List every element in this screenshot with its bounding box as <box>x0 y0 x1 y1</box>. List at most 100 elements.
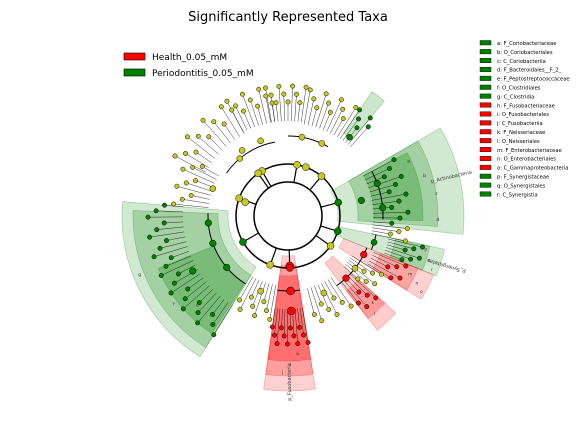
node-leaf-firmicutes <box>157 245 163 251</box>
node-leaf-synerg <box>420 244 425 250</box>
edge-leaf-synerg <box>384 252 402 260</box>
edge-leaf-top-right <box>311 107 317 127</box>
node-leaf-bottom-left-neutral <box>252 313 258 318</box>
node-internal-4 <box>346 133 353 141</box>
node-leaf-neisseria <box>373 295 379 301</box>
taxa-key-legend: a: F_Coriobacteriaceae b: O_Coriobacteria… <box>479 40 570 198</box>
clade-letter-j: j <box>281 370 283 376</box>
node-leaf-top <box>262 85 268 91</box>
node-leaf-entero <box>385 264 391 270</box>
taxa-key-label: m: F_Enterobacteriaceae <box>497 148 562 154</box>
node-leaf-top-right <box>353 104 359 110</box>
node-internal-3 <box>318 140 326 147</box>
node-leaf-actino <box>405 209 411 215</box>
node-leaf-firmicutes <box>182 296 188 302</box>
edge-leaf-top-right <box>319 103 329 129</box>
legend-health-label: Health_0.05_mM <box>152 53 227 63</box>
legend-health-swatch <box>123 52 146 61</box>
clade-letter-m: m <box>408 273 412 278</box>
clade-highlights <box>121 91 465 392</box>
node-leaf-upper-left <box>184 134 190 140</box>
node-leaf-firmicutes <box>210 311 216 317</box>
node-leaf-synerg <box>408 256 414 262</box>
edge-leaf-firmicutes <box>183 285 210 310</box>
edge-leaf-top-right <box>333 118 344 136</box>
clade-letter-c: c <box>435 192 438 197</box>
node-internal-16 <box>257 287 264 295</box>
node-leaf-proteo-neutral <box>370 270 376 276</box>
node-phylum-4 <box>333 227 342 235</box>
edge-leaf-firmicutes <box>149 231 185 238</box>
node-phylum-7 <box>266 261 274 269</box>
edge-leaf-actino <box>369 184 396 193</box>
node-leaf-firmicutes <box>153 208 159 214</box>
taxa-key-label: e: F_Peptostreptococcaceae <box>497 77 570 83</box>
clade-letter-k: k <box>371 300 374 306</box>
highlight-actinobacteria-phylum <box>330 127 465 235</box>
node-leaf-fuso <box>305 339 311 345</box>
node-phylum-8 <box>239 238 247 246</box>
edge-leaf-lower-right-neutral <box>327 279 343 303</box>
taxa-key-swatch <box>479 138 492 144</box>
node-leaf-upper-top-left <box>269 100 275 106</box>
edge-leaf-actino <box>371 193 407 201</box>
node-leaf-fuso <box>288 325 293 331</box>
edge-leaf-upper-left <box>202 120 227 147</box>
edge-leaf-upper-top-left <box>257 106 263 125</box>
edge-leaf-firmicutes <box>159 241 187 249</box>
edge-leaf-upper-left <box>195 151 212 164</box>
taxa-key-swatch <box>479 147 492 153</box>
taxa-key-swatch <box>479 102 492 108</box>
node-leaf-upper-right-green <box>365 124 371 130</box>
taxa-key-label: d: F_Bacteroidales__F_2_ <box>497 68 562 74</box>
clade-letter-d: d <box>436 217 439 223</box>
edge-leaf-upper-top-left <box>250 99 259 126</box>
taxa-key-label: k: F_Neisseriaceae <box>497 130 545 136</box>
node-leaf-top <box>268 92 274 98</box>
edge-leaf-left-neutral <box>192 167 217 180</box>
node-leaf-fuso <box>297 324 302 330</box>
node-internal-15 <box>287 306 296 316</box>
edge-leaf-firmicutes <box>156 226 184 230</box>
clade-letter-o: o <box>420 290 423 295</box>
node-internal-19 <box>204 219 212 227</box>
node-leaf-left-neutral <box>188 192 194 198</box>
node-leaf-upper-left <box>211 119 217 125</box>
node-phylum-6 <box>286 264 294 272</box>
edge-leaf-bottom-left-neutral <box>252 281 263 307</box>
node-leaf-left-neutral <box>180 166 186 172</box>
edge-leaf-firmicutes <box>165 255 191 267</box>
node-leaf-proteo-neutral <box>378 271 384 277</box>
node-leaf-upper-left <box>172 153 178 159</box>
clade-letter-e: e <box>196 304 199 309</box>
edge-leaf-bottom-left-neutral <box>251 279 260 298</box>
node-internal-17 <box>223 263 231 271</box>
edge-leaf-upper-left <box>221 106 240 137</box>
node-leaf-bottom-left-neutral <box>237 306 243 312</box>
edge-leaf-upper-right-green <box>342 118 359 141</box>
edge-leaf-firmicutes <box>212 302 229 325</box>
node-leaf-firmicutes <box>210 322 216 327</box>
node-leaf-upper-top-left <box>256 86 262 92</box>
node-leaf-firmicutes <box>175 271 181 277</box>
edge-leaf-bottom-left-neutral <box>239 276 254 301</box>
edge-leaf-left-neutral <box>186 182 212 192</box>
edge-leaf-neisseria <box>350 273 376 298</box>
node-leaf-top <box>273 100 279 106</box>
tree-nodes <box>145 83 425 347</box>
node-leaf-upper-top-left <box>263 93 269 99</box>
node-leaf-bottom-left-neutral <box>267 316 273 322</box>
node-leaf-top-right <box>311 96 317 102</box>
clade-letter-p: p <box>424 247 427 252</box>
node-leaf-firmicutes <box>158 273 164 278</box>
node-leaf-entero <box>397 275 403 281</box>
edge-leaf-left-neutral <box>202 166 219 177</box>
node-leaf-lower-right-neutral <box>318 301 324 307</box>
node-leaf-synerg <box>402 247 408 253</box>
node-leaf-upper-left <box>200 117 206 123</box>
edge-leaf-firmicutes <box>212 299 225 315</box>
edge-leaf-bottom-left-neutral <box>269 284 277 320</box>
edge-leaf-top-right <box>326 99 342 132</box>
edge-arc-actino <box>371 171 384 220</box>
edge-leaf-right-neutral <box>372 224 408 229</box>
